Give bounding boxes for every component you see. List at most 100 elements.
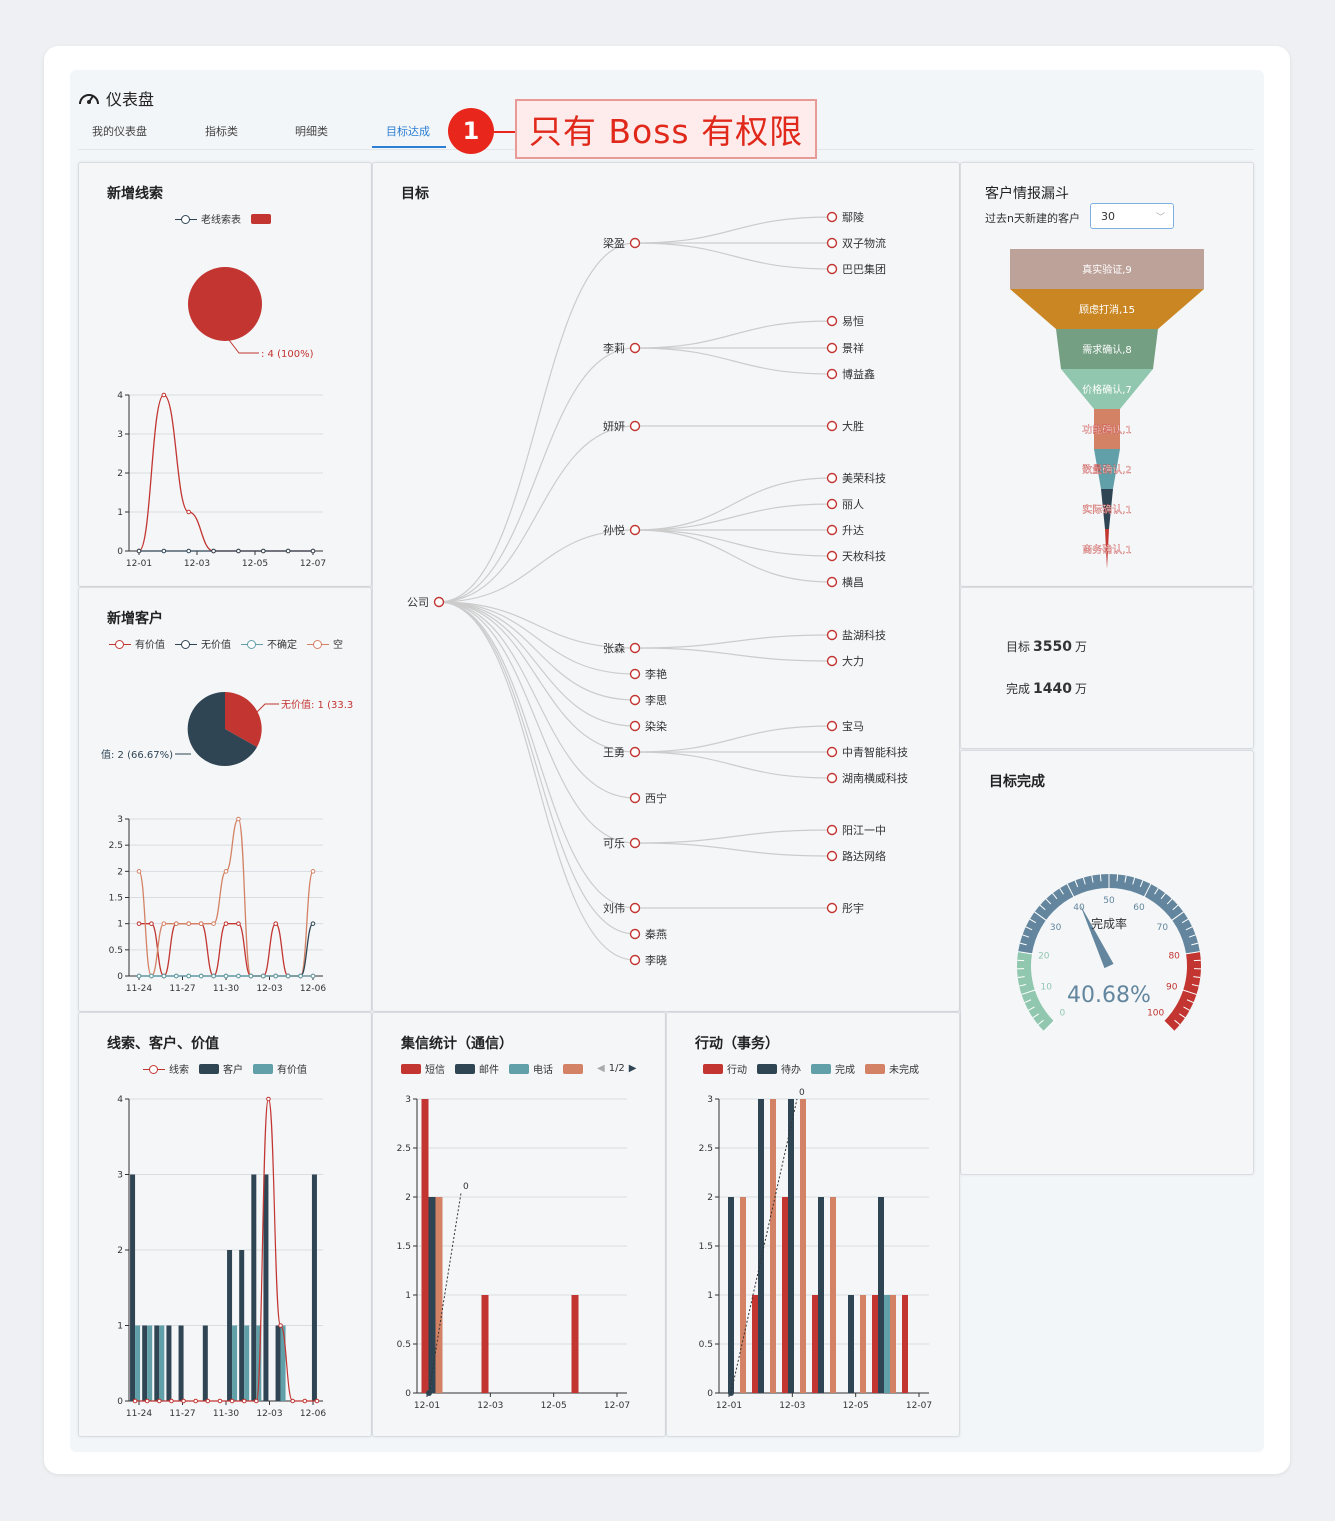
bar[interactable]: [878, 1197, 884, 1393]
tab-details[interactable]: 明细类: [295, 125, 328, 138]
pie-slice-valuable[interactable]: [187, 691, 257, 766]
legend-item-unnamed[interactable]: [563, 1063, 587, 1074]
bar[interactable]: [830, 1197, 836, 1393]
data-point[interactable]: [728, 1390, 734, 1396]
legend-item-phone[interactable]: 电话: [509, 1061, 553, 1076]
person-node[interactable]: [629, 792, 641, 804]
data-point[interactable]: [223, 973, 229, 979]
bar[interactable]: [280, 1325, 286, 1402]
data-point[interactable]: [217, 1398, 223, 1404]
funnel-stage-label[interactable]: 功能确认,1: [1082, 423, 1132, 436]
bar[interactable]: [135, 1325, 141, 1402]
bar[interactable]: [275, 1325, 281, 1402]
person-node[interactable]: [629, 837, 641, 849]
data-point[interactable]: [205, 1398, 211, 1404]
data-point[interactable]: [236, 548, 241, 554]
person-node[interactable]: [629, 524, 641, 536]
data-point[interactable]: [144, 1398, 150, 1404]
data-point[interactable]: [211, 548, 216, 554]
funnel-stage-label[interactable]: 数量确认,2: [1082, 463, 1132, 476]
client-node[interactable]: [826, 211, 838, 223]
bar[interactable]: [227, 1250, 233, 1401]
funnel-stage-label[interactable]: 实际确认,1: [1082, 503, 1132, 516]
data-point[interactable]: [290, 1398, 295, 1404]
person-node[interactable]: [629, 902, 641, 914]
tab-target-achievement[interactable]: 目标达成: [386, 125, 430, 138]
bar[interactable]: [872, 1295, 878, 1393]
bar[interactable]: [130, 1174, 136, 1402]
root-node[interactable]: [433, 596, 445, 608]
data-point[interactable]: [198, 973, 204, 979]
funnel-stage[interactable]: [1105, 529, 1109, 569]
client-node[interactable]: [826, 824, 838, 836]
bar[interactable]: [752, 1295, 758, 1393]
bar[interactable]: [890, 1295, 896, 1393]
data-point[interactable]: [161, 392, 167, 398]
bar[interactable]: [263, 1174, 269, 1402]
client-node[interactable]: [826, 472, 838, 484]
legend-item-valuable[interactable]: 有价值: [109, 636, 165, 651]
data-point[interactable]: [223, 869, 229, 874]
legend-item-sms[interactable]: 短信: [401, 1061, 445, 1076]
client-node[interactable]: [826, 576, 838, 588]
legend-item-email[interactable]: 邮件: [455, 1061, 499, 1076]
client-node[interactable]: [826, 498, 838, 510]
legend-item-action[interactable]: 行动: [703, 1061, 747, 1076]
bar[interactable]: [728, 1197, 734, 1393]
data-point[interactable]: [248, 973, 254, 979]
data-point[interactable]: [241, 1398, 247, 1404]
client-node[interactable]: [826, 368, 838, 380]
data-point[interactable]: [186, 548, 192, 554]
client-node[interactable]: [826, 902, 838, 914]
data-point[interactable]: [273, 921, 279, 926]
bar[interactable]: [848, 1295, 854, 1393]
data-point[interactable]: [161, 921, 167, 926]
data-point[interactable]: [211, 921, 216, 926]
data-point[interactable]: [236, 921, 241, 926]
bar[interactable]: [421, 1099, 429, 1393]
data-point[interactable]: [260, 548, 266, 554]
bar[interactable]: [800, 1099, 806, 1393]
bar[interactable]: [232, 1325, 238, 1402]
bar[interactable]: [239, 1250, 245, 1401]
legend-item-undone[interactable]: 未完成: [865, 1061, 919, 1076]
data-point[interactable]: [181, 1398, 186, 1404]
person-node[interactable]: [629, 954, 641, 966]
data-point[interactable]: [136, 921, 142, 926]
bar[interactable]: [435, 1197, 443, 1393]
person-node[interactable]: [629, 694, 641, 706]
data-point[interactable]: [186, 973, 192, 979]
bar[interactable]: [788, 1099, 794, 1393]
data-point[interactable]: [310, 548, 316, 554]
next-page-icon[interactable]: ▶: [628, 1063, 637, 1074]
prev-page-icon[interactable]: ◀: [597, 1063, 605, 1074]
bar[interactable]: [758, 1099, 764, 1393]
legend-item-done[interactable]: 完成: [811, 1061, 855, 1076]
data-point[interactable]: [173, 973, 179, 979]
pie-slice-no-value[interactable]: [225, 692, 262, 747]
data-point[interactable]: [169, 1398, 174, 1404]
bar[interactable]: [311, 1174, 317, 1402]
funnel-stage[interactable]: [1101, 489, 1113, 529]
data-point[interactable]: [314, 1398, 320, 1404]
person-node[interactable]: [629, 237, 641, 249]
bar[interactable]: [902, 1295, 908, 1393]
bar[interactable]: [244, 1325, 250, 1402]
funnel-stage[interactable]: [1094, 409, 1120, 449]
data-point[interactable]: [229, 1398, 235, 1404]
data-point[interactable]: [132, 1398, 138, 1404]
bar[interactable]: [770, 1099, 776, 1393]
client-node[interactable]: [826, 629, 838, 641]
funnel-stage[interactable]: [1010, 249, 1204, 289]
bar[interactable]: [147, 1325, 153, 1402]
data-point[interactable]: [136, 973, 142, 979]
data-point[interactable]: [149, 921, 154, 926]
funnel-stage-label[interactable]: 真实验证,9: [1082, 263, 1132, 276]
data-point[interactable]: [302, 1398, 308, 1404]
tab-indicators[interactable]: 指标类: [205, 125, 238, 138]
legend-item-customers[interactable]: 客户: [199, 1061, 243, 1076]
funnel-stage[interactable]: [1010, 289, 1204, 329]
funnel-stage-label[interactable]: 顾虑打消,15: [1079, 303, 1135, 316]
bar[interactable]: [159, 1325, 165, 1402]
funnel-stage[interactable]: [1094, 449, 1120, 489]
